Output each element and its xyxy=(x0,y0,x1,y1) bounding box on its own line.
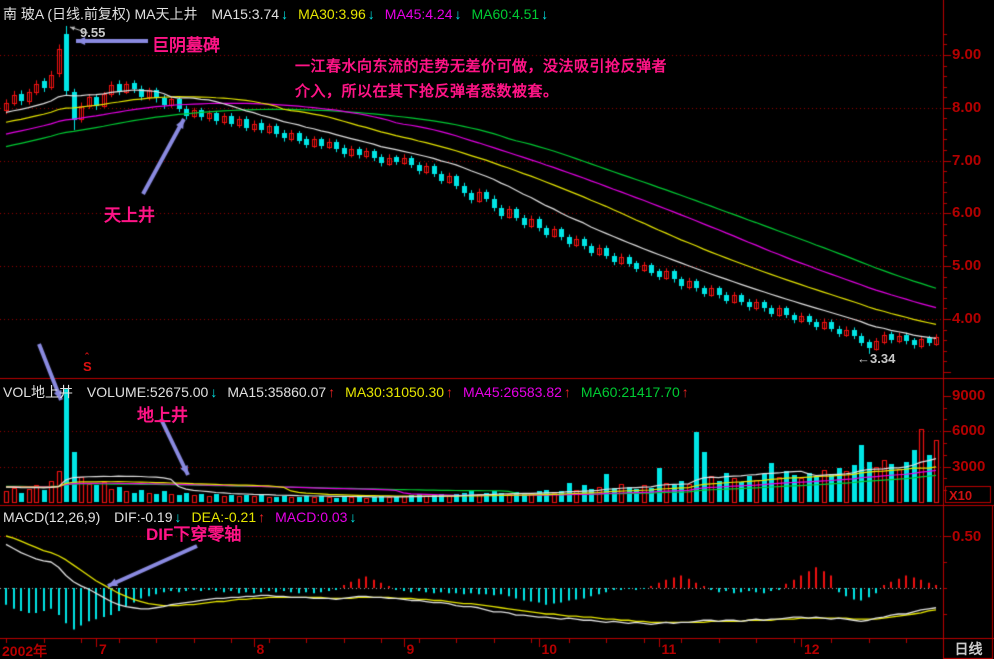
up-arrow-icon: ↑ xyxy=(563,384,571,400)
low-price-tag: ←3.34 xyxy=(857,351,896,366)
commentary-line1: 一江春水向东流的走势无差价可做，没法吸引抢反弹者 xyxy=(295,58,668,75)
macd-value-2: MACD:0.03 xyxy=(275,509,348,525)
price-tick-9.00: 9.00 xyxy=(952,46,982,63)
up-arrow-icon: ↑ xyxy=(258,509,266,525)
down-arrow-icon: ↓ xyxy=(541,6,549,22)
annotation-tombstone: 巨阴墓碑 xyxy=(152,36,220,55)
sell-signal-caret: ˆ xyxy=(85,352,89,364)
volume-indicator-header: VOL地上井 VOLUME:52675.00 ↓ MA15:35860.07 ↑ MA3… xyxy=(3,382,699,402)
macd-values: DIF:-0.19 ↓ DEA:-0.21 ↑ MACD:0.03 ↓ xyxy=(114,509,366,525)
volume-ma-3: MA45:26583.82 xyxy=(463,384,562,400)
price-tick-8.00: 8.00 xyxy=(952,98,982,116)
volume-indicator-label: VOL地上井 xyxy=(3,384,74,400)
year-label: 2002年 xyxy=(2,643,48,659)
annotation-dif-cross: DIF下穿零轴 xyxy=(146,525,242,544)
month-label-11: 11 xyxy=(661,641,677,657)
down-arrow-icon: ↓ xyxy=(454,6,462,22)
volume-ma-2: MA30:31050.30 xyxy=(345,384,445,400)
price-tick-6.00: 6.00 xyxy=(952,204,982,222)
price-ma-1: MA30:3.96 xyxy=(298,6,366,22)
price-ma-3: MA60:4.51 xyxy=(471,6,540,22)
price-indicator-header: 南 玻A (日线.前复权) MA天上井 MA15:3.74 ↓ MA30:3.96 ↓… xyxy=(3,4,558,24)
annotation-ground-well: 地上井 xyxy=(137,406,188,425)
volume-tick-6000: 6000 xyxy=(952,422,986,440)
down-arrow-icon: ↓ xyxy=(174,509,182,525)
month-label-8: 8 xyxy=(256,641,265,657)
down-arrow-icon: ↓ xyxy=(367,6,375,22)
volume-ma-0: VOLUME:52675.00 xyxy=(86,384,209,400)
chart-title: 南 玻A (日线.前复权) MA天上井 xyxy=(3,6,198,22)
price-tick-7.00: 7.00 xyxy=(952,151,982,169)
volume-multiplier-badge: X10 xyxy=(949,488,973,503)
month-label-7: 7 xyxy=(99,641,107,657)
month-label-9: 9 xyxy=(406,641,415,657)
period-selector[interactable]: 日线 xyxy=(954,641,983,657)
sell-signal-marker: S xyxy=(83,359,92,374)
month-label-12: 12 xyxy=(804,641,820,657)
price-ma-0: MA15:3.74 xyxy=(211,6,280,22)
price-tick-4.00: 4.00 xyxy=(952,310,982,327)
macd-value-0: DIF:-0.19 xyxy=(114,509,173,525)
up-arrow-icon: ↑ xyxy=(446,384,454,400)
macd-indicator-header: MACD(12,26,9) DIF:-0.19 ↓ DEA:-0.21 ↑ MACD:0… xyxy=(3,509,366,525)
down-arrow-icon: ↓ xyxy=(210,384,218,400)
annotation-sky-well: 天上井 xyxy=(104,206,155,225)
commentary-line2: 介入，所以在其下抢反弹者悉数被套。 xyxy=(295,83,559,100)
volume-ma-values: VOLUME:52675.00 ↓ MA15:35860.07 ↑ MA30:31050… xyxy=(87,384,699,400)
down-arrow-icon: ↓ xyxy=(281,6,289,22)
macd-value-1: DEA:-0.21 xyxy=(191,509,257,525)
volume-ma-4: MA60:21417.70 xyxy=(580,384,680,400)
up-arrow-icon: ↑ xyxy=(328,384,336,400)
price-ma-values: MA15:3.74 ↓ MA30:3.96 ↓ MA45:4.24 ↓ MA60:4.51 ↓ xyxy=(211,6,558,22)
peak-price-tag: 9.55 xyxy=(80,25,106,40)
price-tick-5.00: 5.00 xyxy=(952,257,982,275)
macd-axis-tick-label: 0.50 xyxy=(952,528,982,545)
up-arrow-icon: ↑ xyxy=(681,384,689,400)
volume-tick-9000: 9000 xyxy=(952,386,986,404)
annotation-commentary: 一江春水向东流的走势无差价可做，没法吸引抢反弹者 介入，所以在其下抢反弹者悉数被… xyxy=(295,54,667,104)
down-arrow-icon: ↓ xyxy=(349,509,357,525)
volume-ma-1: MA15:35860.07 xyxy=(227,384,327,400)
macd-indicator-label: MACD(12,26,9) xyxy=(3,509,101,525)
volume-tick-3000: 3000 xyxy=(952,457,986,475)
month-label-10: 10 xyxy=(541,641,558,657)
price-ma-2: MA45:4.24 xyxy=(384,6,453,22)
